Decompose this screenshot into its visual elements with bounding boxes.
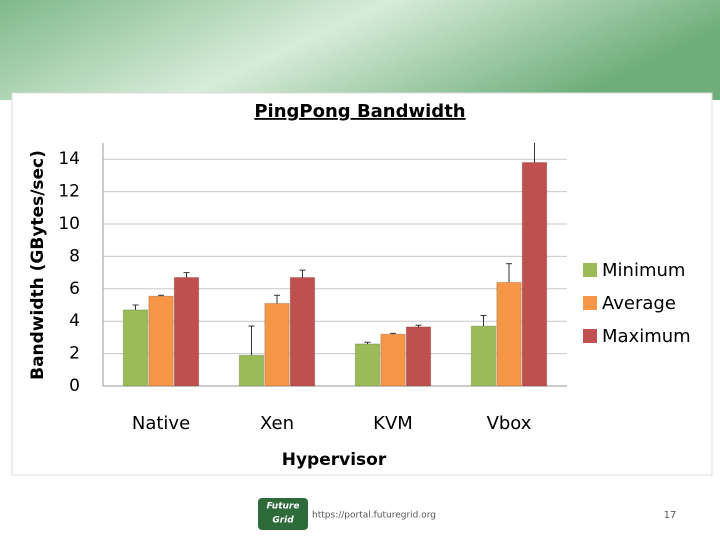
bar — [238, 354, 265, 387]
y-tick-label: 8 — [69, 246, 80, 266]
page-number: 17 — [664, 510, 677, 521]
chart-area — [11, 92, 713, 476]
x-axis-label: Hypervisor — [282, 450, 387, 470]
x-tick-label: Xen — [260, 413, 294, 434]
slide-banner — [0, 0, 720, 100]
y-tick-label: 14 — [58, 149, 80, 169]
bar — [173, 276, 200, 387]
bar — [405, 326, 432, 387]
bar — [264, 302, 290, 387]
y-tick-label: 4 — [69, 311, 80, 331]
legend-label: Maximum — [602, 326, 691, 347]
footer-url: https://portal.futuregrid.org — [312, 511, 436, 521]
logo-text: Future — [267, 502, 300, 512]
logo-text: Grid — [272, 516, 294, 526]
x-tick-label: KVM — [373, 413, 413, 434]
y-tick-label: 10 — [58, 214, 80, 234]
x-tick-label: Vbox — [487, 413, 532, 434]
legend-swatch — [583, 329, 597, 343]
legend-label: Minimum — [602, 260, 685, 281]
legend-swatch — [583, 296, 597, 310]
bar — [521, 161, 548, 387]
y-tick-label: 2 — [69, 344, 80, 364]
legend-label: Average — [602, 293, 676, 314]
bar — [354, 343, 381, 387]
bar — [380, 333, 406, 387]
footer: Future Grid https://portal.futuregrid.or… — [258, 498, 676, 530]
bar — [470, 325, 497, 387]
chart-title: PingPong Bandwidth — [254, 101, 465, 122]
legend-swatch — [583, 263, 597, 277]
bar — [289, 276, 316, 387]
y-tick-label: 6 — [69, 279, 80, 299]
y-tick-label: 0 — [69, 376, 80, 396]
x-tick-label: Native — [132, 413, 190, 434]
y-tick-label: 12 — [58, 182, 80, 202]
bar — [496, 281, 522, 387]
y-axis-label: Bandwidth (GBytes/sec) — [28, 150, 48, 380]
logo — [258, 498, 308, 530]
bar — [148, 295, 174, 387]
bar — [122, 309, 149, 387]
